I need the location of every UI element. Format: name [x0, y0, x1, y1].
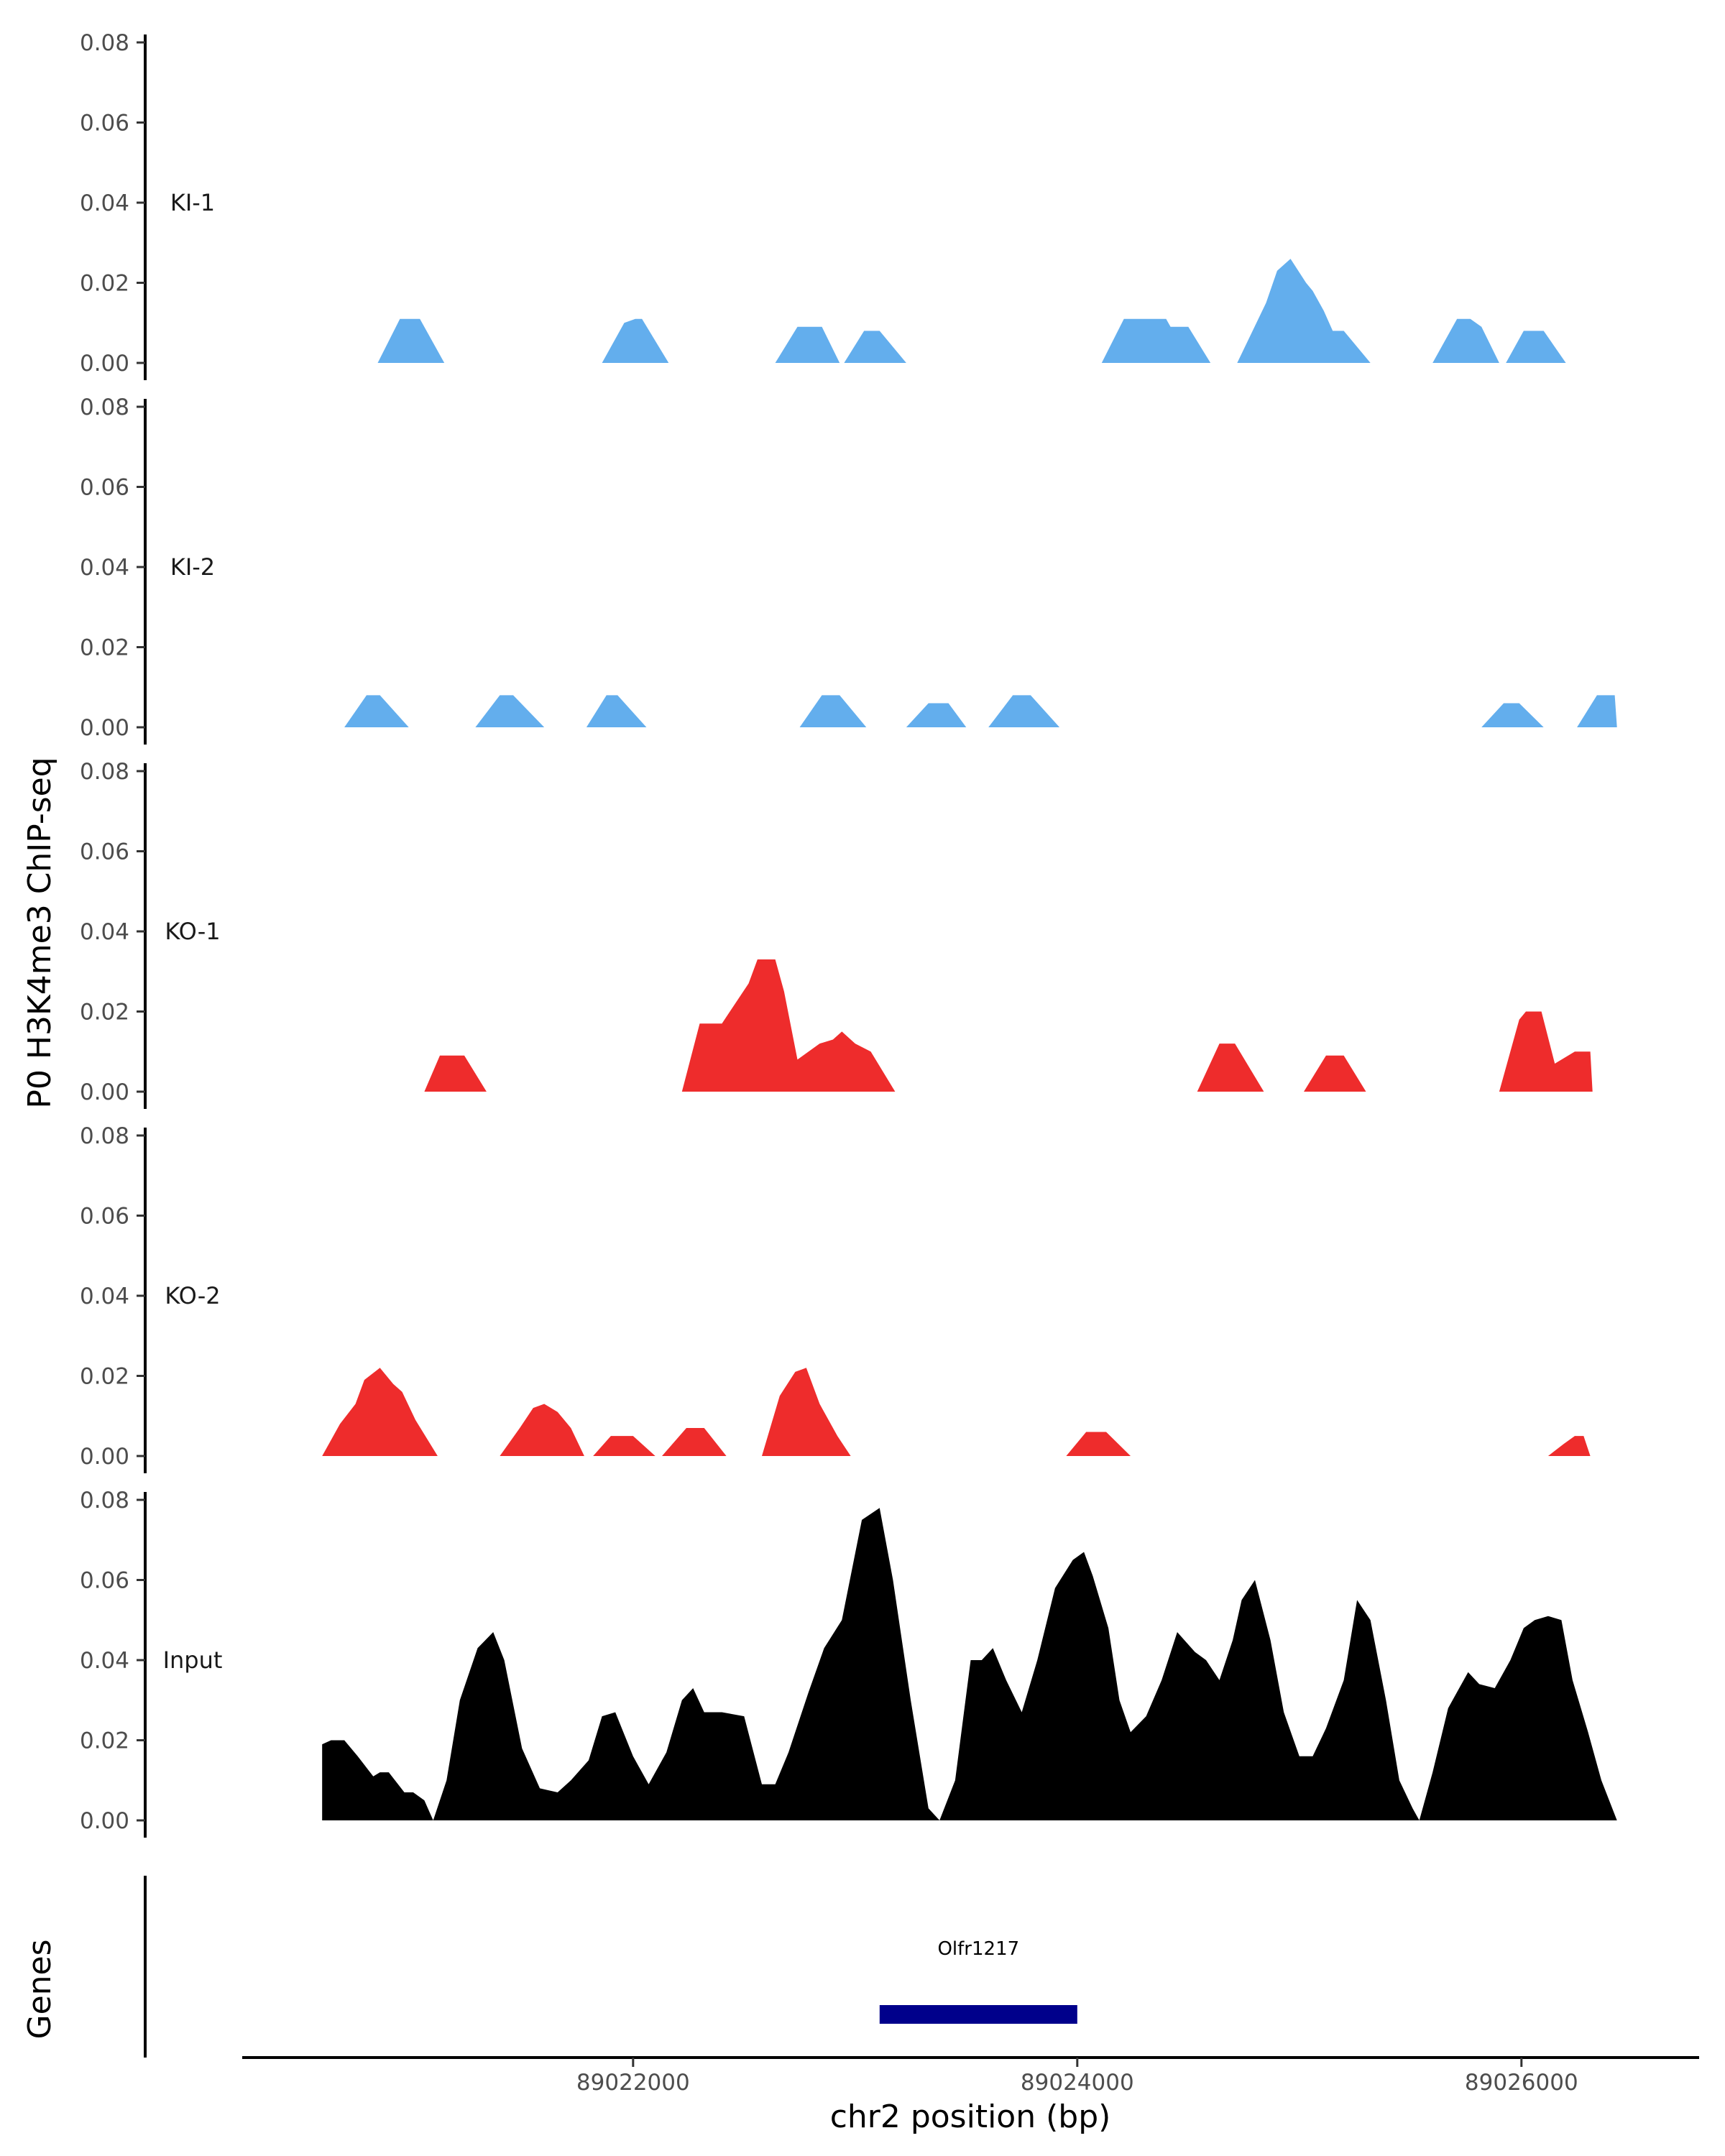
track-ki-2-peak-1 — [344, 695, 409, 727]
track-ki-1-peak-5 — [1101, 318, 1211, 363]
track-ki-1-peak-7 — [1432, 318, 1499, 363]
y-tick-label: 0.08 — [80, 1488, 129, 1514]
track-ko-1-peak-5 — [1499, 1011, 1593, 1092]
track-ko-1: 0.00 0.02 0.04 0.06 0.08 KO-1 — [80, 759, 1593, 1109]
x-tick-label: 89026000 — [1465, 2070, 1578, 2096]
track-ko-2-peak-1 — [322, 1368, 438, 1456]
y-tick-label: 0.06 — [80, 839, 129, 865]
track-input: 0.00 0.02 0.04 0.06 0.08 Input — [80, 1488, 1617, 1838]
track-ko-2-peak-3 — [593, 1436, 656, 1456]
x-tick-label: 89024000 — [1021, 2070, 1134, 2096]
gene-olfr1217-label: Olfr1217 — [937, 1938, 1019, 1960]
track-ko-2-peak-5 — [762, 1368, 851, 1456]
track-label-ki-1: KI-1 — [170, 189, 215, 216]
y-tick-label: 0.08 — [80, 30, 129, 56]
y-tick-label: 0.00 — [80, 1808, 129, 1834]
track-ki-2-peak-7 — [1481, 703, 1544, 727]
track-label-ko-2: KO-2 — [165, 1282, 220, 1309]
track-ki-2-peak-4 — [799, 695, 867, 727]
y-tick-label: 0.00 — [80, 1079, 129, 1105]
track-ko-2-peak-6 — [1066, 1432, 1131, 1456]
track-ki-2-peak-2 — [475, 695, 545, 727]
y-tick-label: 0.04 — [80, 1284, 129, 1309]
track-ki-2-peak-6 — [988, 695, 1060, 727]
track-input-peak-3 — [1419, 1616, 1617, 1820]
track-ko-2-peak-4 — [662, 1428, 727, 1456]
track-ki-1-peak-8 — [1506, 331, 1566, 363]
gene-track: Genes Olfr1217 — [22, 1876, 1077, 2058]
track-ki-1-peak-6 — [1237, 259, 1371, 363]
track-ko-1-peak-3 — [1197, 1044, 1264, 1092]
y-tick-label: 0.00 — [80, 1444, 129, 1470]
track-ki-1-peak-2 — [602, 318, 669, 363]
track-ko-2: 0.00 0.02 0.04 0.06 0.08 KO-2 — [80, 1123, 1591, 1473]
track-ki-2: 0.00 0.02 0.04 0.06 0.08 KI-2 — [80, 395, 1617, 745]
track-ki-1-peak-4 — [844, 331, 906, 363]
track-ko-1-peak-1 — [424, 1055, 487, 1092]
y-tick-label: 0.06 — [80, 1204, 129, 1230]
track-ki-2-peak-5 — [906, 703, 967, 727]
track-label-input: Input — [163, 1646, 223, 1674]
track-ko-2-peak-7 — [1547, 1436, 1591, 1456]
track-input-peak-1 — [322, 1508, 940, 1820]
y-tick-label: 0.02 — [80, 271, 129, 297]
y-tick-label: 0.08 — [80, 395, 129, 420]
x-axis: chr2 position (bp) 89022000 89024000 89026… — [242, 2056, 1699, 2135]
y-tick-label: 0.02 — [80, 1364, 129, 1390]
gene-olfr1217-bar — [879, 2005, 1077, 2024]
track-ki-1-peak-1 — [377, 318, 445, 363]
y-tick-label: 0.08 — [80, 1123, 129, 1149]
track-ko-2-peak-2 — [500, 1404, 584, 1456]
signal-tracks: 0.00 0.02 0.04 0.06 0.08 KI-1 0.00 0.02 0.04 0.06… — [80, 30, 1617, 1838]
y-tick-label: 0.00 — [80, 351, 129, 377]
track-ki-1: 0.00 0.02 0.04 0.06 0.08 KI-1 — [80, 30, 1566, 380]
y-tick-label: 0.04 — [80, 190, 129, 216]
y-tick-label: 0.02 — [80, 1728, 129, 1754]
y-tick-label: 0.02 — [80, 635, 129, 661]
y-axis-title: P0 H3K4me3 ChIP-seq — [22, 757, 58, 1108]
y-tick-label: 0.00 — [80, 715, 129, 741]
y-tick-label: 0.06 — [80, 475, 129, 501]
track-ki-1-peak-3 — [775, 326, 840, 363]
track-label-ki-2: KI-2 — [170, 553, 215, 581]
x-tick-label: 89022000 — [576, 2070, 690, 2096]
y-tick-label: 0.02 — [80, 1000, 129, 1026]
y-tick-label: 0.04 — [80, 1648, 129, 1674]
genes-axis-title: Genes — [22, 1939, 58, 2039]
track-ki-2-peak-8 — [1577, 695, 1617, 727]
track-input-peak-2 — [939, 1552, 1420, 1820]
y-tick-label: 0.04 — [80, 555, 129, 581]
track-ko-1-peak-4 — [1304, 1055, 1366, 1092]
y-tick-label: 0.06 — [80, 111, 129, 137]
y-tick-label: 0.08 — [80, 759, 129, 785]
x-axis-title: chr2 position (bp) — [830, 2099, 1111, 2135]
track-ki-2-peak-3 — [586, 695, 647, 727]
y-tick-label: 0.06 — [80, 1568, 129, 1594]
track-ko-1-peak-2 — [681, 959, 896, 1092]
y-tick-label: 0.04 — [80, 919, 129, 945]
track-label-ko-1: KO-1 — [165, 918, 220, 945]
